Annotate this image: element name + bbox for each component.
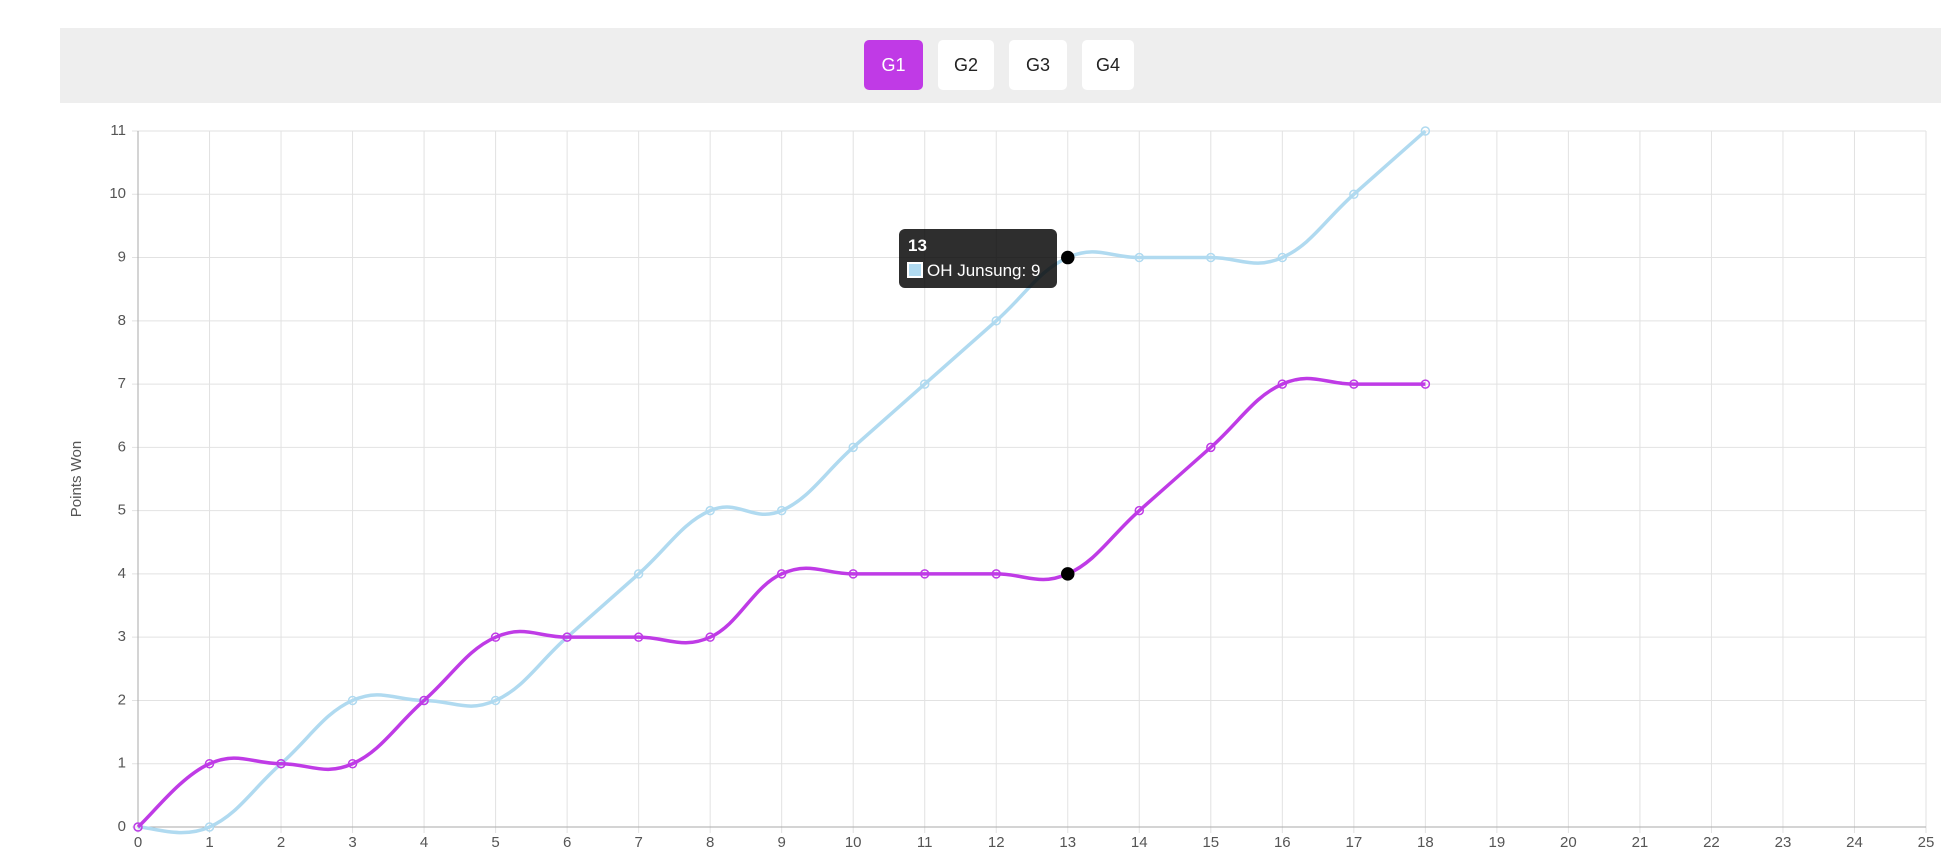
- data-point: [276, 758, 286, 769]
- data-point: [919, 569, 930, 579]
- y-tick-label: 3: [118, 628, 126, 645]
- y-tick-label: 0: [118, 818, 126, 835]
- data-point: [347, 695, 358, 706]
- x-tick-label: 15: [1202, 834, 1219, 851]
- x-tick-label: 19: [1489, 834, 1506, 851]
- data-point: [705, 632, 715, 642]
- data-point: [1206, 252, 1216, 263]
- tab-button[interactable]: G4: [1082, 40, 1134, 90]
- data-point: [347, 758, 358, 769]
- x-tick-label: 18: [1417, 834, 1434, 851]
- data-point: [490, 695, 501, 706]
- x-tick-label: 11: [917, 834, 933, 851]
- x-tick-label: 8: [706, 834, 714, 851]
- data-point: [204, 758, 215, 769]
- x-tick-label: 22: [1703, 834, 1720, 851]
- data-point: [562, 632, 572, 642]
- tab-button[interactable]: G2: [938, 40, 994, 90]
- data-point: [633, 569, 644, 579]
- data-point: [848, 442, 858, 453]
- x-tick-label: 25: [1918, 834, 1935, 851]
- tooltip-title: 13: [908, 236, 927, 255]
- data-point: [1061, 567, 1075, 581]
- x-tick-label: 12: [988, 834, 1005, 851]
- data-point: [1061, 250, 1075, 265]
- y-tick-label: 10: [109, 185, 126, 202]
- y-tick-label: 1: [118, 755, 126, 772]
- x-tick-label: 14: [1131, 834, 1148, 851]
- data-point: [991, 316, 1001, 326]
- data-point: [1420, 126, 1431, 136]
- data-point: [204, 822, 215, 832]
- x-tick-label: 1: [205, 834, 213, 851]
- x-tick-label: 4: [420, 834, 428, 851]
- data-point: [1277, 252, 1288, 263]
- y-tick-label: 8: [118, 312, 126, 329]
- data-point: [419, 695, 429, 706]
- x-tick-label: 7: [634, 834, 642, 851]
- y-tick-label: 7: [118, 375, 126, 392]
- data-point: [1349, 189, 1359, 200]
- data-point: [848, 569, 858, 579]
- data-point: [1134, 252, 1145, 263]
- x-tick-label: 21: [1632, 834, 1649, 851]
- x-tick-label: 20: [1560, 834, 1577, 851]
- data-point: [633, 632, 644, 642]
- x-tick-label: 3: [348, 834, 356, 851]
- tab-bar: G1 G2 G3 G4: [60, 28, 1941, 103]
- data-point: [776, 569, 787, 579]
- tooltip: 13 OH Junsung: 9: [899, 229, 1057, 288]
- series-line: [136, 376, 1426, 829]
- y-axis-label: Points Won: [68, 441, 85, 517]
- y-tick-label: 2: [118, 691, 126, 708]
- y-tick-label: 6: [118, 438, 126, 455]
- x-tick-label: 24: [1846, 834, 1863, 851]
- x-tick-label: 23: [1775, 834, 1792, 851]
- x-tick-label: 16: [1274, 834, 1291, 851]
- y-tick-label: 11: [110, 122, 126, 139]
- data-point: [1349, 379, 1359, 389]
- data-point: [1206, 442, 1216, 453]
- x-tick-label: 17: [1345, 834, 1362, 851]
- x-tick-label: 6: [563, 834, 571, 851]
- x-tick-label: 10: [845, 834, 862, 851]
- data-point: [705, 505, 715, 516]
- series-line: [137, 129, 1427, 835]
- x-tick-label: 2: [277, 834, 285, 851]
- data-point: [490, 632, 501, 642]
- data-point: [133, 822, 143, 832]
- y-tick-label: 4: [118, 565, 126, 582]
- data-point: [1134, 505, 1145, 516]
- tooltip-swatch: [907, 262, 923, 278]
- data-point: [776, 505, 787, 516]
- tab-button[interactable]: G1: [864, 40, 923, 90]
- y-tick-label: 9: [118, 249, 126, 266]
- tab-button[interactable]: G3: [1009, 40, 1067, 90]
- x-tick-label: 13: [1059, 834, 1076, 851]
- x-tick-label: 0: [134, 834, 142, 851]
- data-point: [1420, 379, 1431, 389]
- data-point: [1277, 379, 1288, 389]
- x-tick-label: 5: [491, 834, 499, 851]
- data-point: [991, 569, 1001, 579]
- y-tick-label: 5: [118, 502, 126, 519]
- tooltip-text: OH Junsung: 9: [927, 261, 1041, 280]
- x-tick-label: 9: [778, 834, 786, 851]
- data-point: [919, 379, 930, 389]
